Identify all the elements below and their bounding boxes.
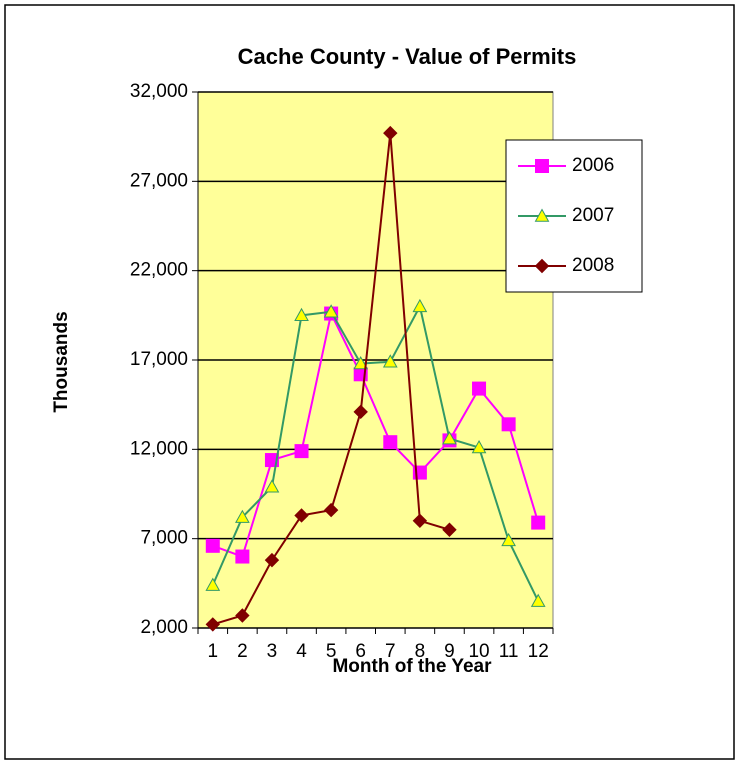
marker <box>205 538 220 553</box>
marker <box>264 479 280 493</box>
marker <box>382 354 398 368</box>
marker <box>264 552 280 568</box>
x-tick-label: 9 <box>444 641 455 662</box>
marker <box>294 444 309 459</box>
y-tick-label: 32,000 <box>130 81 188 102</box>
marker <box>353 404 368 420</box>
marker <box>353 356 369 370</box>
y-axis-label: Thousands <box>51 311 72 412</box>
y-tick-label: 7,000 <box>140 528 188 549</box>
x-tick-label: 12 <box>528 641 549 662</box>
x-tick-label: 11 <box>499 641 519 662</box>
marker <box>501 417 516 432</box>
legend-label: 2007 <box>572 205 614 226</box>
marker <box>472 381 487 396</box>
marker <box>235 608 250 623</box>
marker <box>534 258 550 274</box>
marker <box>294 508 309 523</box>
marker <box>323 304 339 318</box>
legend-label: 2006 <box>572 155 614 176</box>
marker <box>205 577 221 591</box>
y-tick-label: 2,000 <box>140 617 188 638</box>
marker <box>294 307 309 322</box>
x-tick-label: 1 <box>208 641 219 662</box>
marker <box>235 549 250 564</box>
marker <box>442 431 457 445</box>
marker <box>530 593 546 607</box>
y-tick-label: 22,000 <box>130 260 188 281</box>
y-tick-label: 27,000 <box>130 170 188 191</box>
marker <box>205 617 220 632</box>
marker <box>412 298 428 313</box>
y-tick-label: 17,000 <box>130 349 188 370</box>
marker <box>235 509 250 523</box>
marker <box>531 515 546 530</box>
marker <box>383 125 398 141</box>
chart-title: Cache County - Value of Permits <box>238 44 577 69</box>
marker <box>412 513 428 529</box>
x-axis-label: Month of the Year <box>332 656 492 677</box>
x-tick-label: 2 <box>237 641 248 662</box>
x-tick-label: 7 <box>385 641 396 662</box>
marker <box>534 208 550 222</box>
x-tick-label: 5 <box>326 641 337 662</box>
marker <box>383 435 398 450</box>
x-tick-label: 10 <box>468 641 489 662</box>
x-tick-label: 4 <box>296 641 307 662</box>
y-tick-label: 12,000 <box>130 438 188 459</box>
marker <box>323 502 339 518</box>
marker <box>471 440 487 454</box>
x-tick-label: 3 <box>267 641 278 662</box>
legend-label: 2008 <box>572 255 614 276</box>
marker <box>501 532 516 547</box>
x-tick-label: 8 <box>415 641 426 662</box>
marker <box>535 159 549 173</box>
x-tick-label: 6 <box>355 641 366 662</box>
marker <box>442 522 457 537</box>
